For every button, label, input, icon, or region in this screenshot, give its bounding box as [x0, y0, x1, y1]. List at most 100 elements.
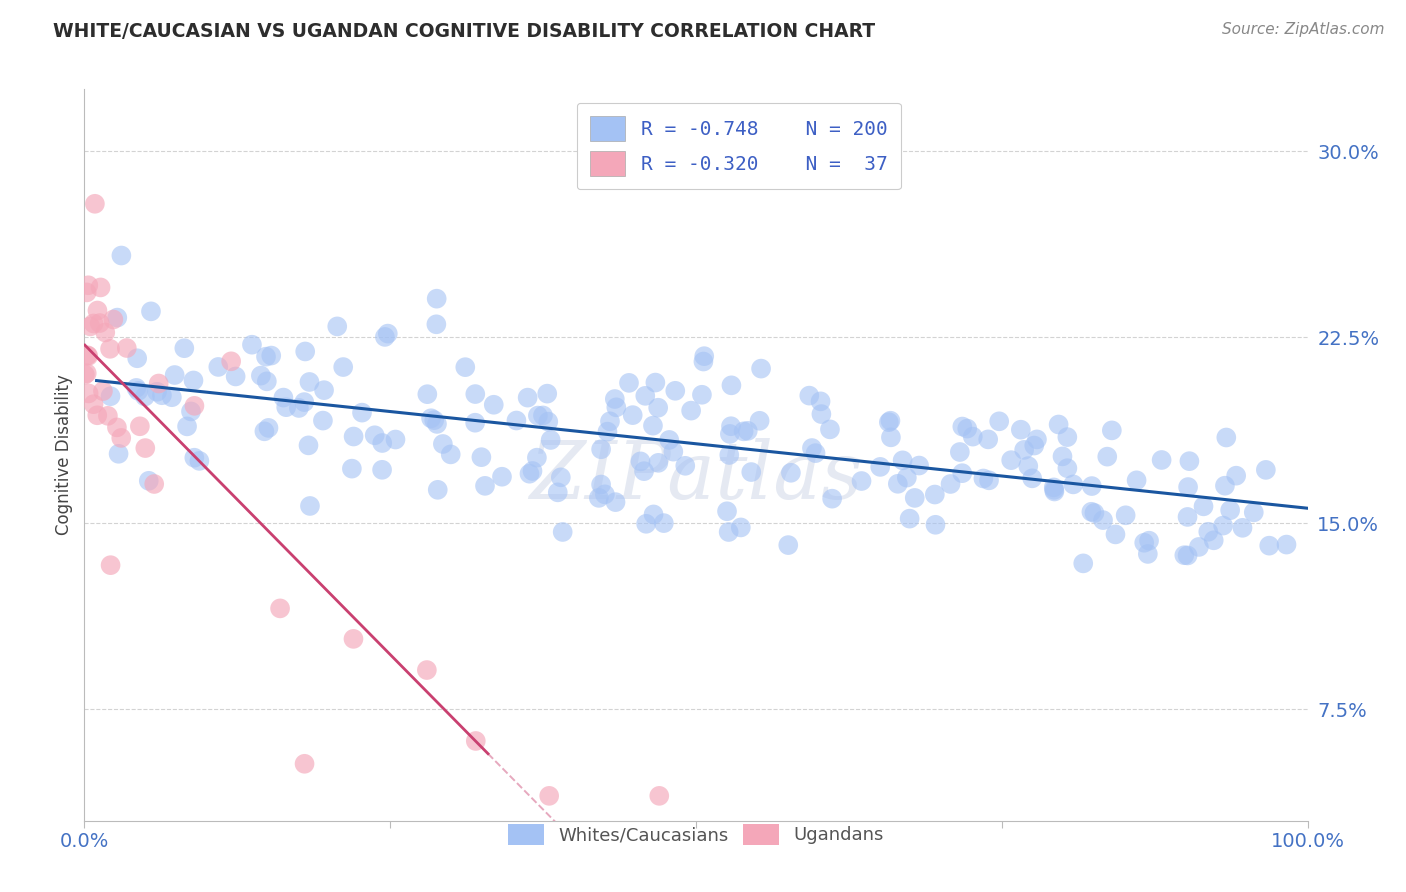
- Point: [426, 292, 449, 306]
- Point: [425, 318, 447, 332]
- Point: [924, 487, 946, 501]
- Point: [605, 401, 627, 415]
- Point: [720, 419, 742, 434]
- Point: [1097, 450, 1119, 464]
- Point: [641, 418, 664, 433]
- Point: [644, 376, 666, 390]
- Point: [77, 278, 100, 293]
- Point: [949, 445, 972, 459]
- Point: [1192, 500, 1215, 514]
- Point: [76, 285, 98, 300]
- Point: [662, 444, 685, 458]
- Point: [377, 326, 399, 341]
- Point: [91, 384, 114, 398]
- Point: [1275, 538, 1298, 552]
- Point: [505, 413, 527, 427]
- Point: [426, 417, 449, 431]
- Point: [879, 414, 901, 428]
- Point: [717, 524, 740, 539]
- Point: [294, 344, 316, 359]
- Point: [904, 491, 927, 505]
- Point: [851, 474, 873, 488]
- Point: [350, 406, 373, 420]
- Point: [115, 341, 138, 355]
- Point: [188, 454, 211, 468]
- Point: [720, 378, 742, 392]
- Point: [332, 359, 354, 374]
- Point: [269, 601, 291, 615]
- Point: [125, 381, 148, 395]
- Point: [1232, 521, 1254, 535]
- Point: [693, 349, 716, 363]
- Point: [482, 398, 505, 412]
- Point: [103, 312, 125, 326]
- Point: [426, 483, 449, 497]
- Point: [454, 360, 477, 375]
- Point: [163, 368, 186, 382]
- Point: [110, 248, 132, 262]
- Point: [1056, 430, 1078, 444]
- Point: [1177, 510, 1199, 524]
- Point: [1254, 463, 1277, 477]
- Point: [143, 477, 166, 491]
- Point: [681, 403, 703, 417]
- Point: [420, 411, 443, 425]
- Point: [240, 337, 263, 351]
- Point: [1026, 433, 1049, 447]
- Point: [160, 390, 183, 404]
- Point: [1081, 479, 1104, 493]
- Point: [173, 341, 195, 355]
- Point: [105, 420, 128, 434]
- Point: [1101, 423, 1123, 437]
- Point: [1042, 480, 1064, 494]
- Point: [1177, 549, 1199, 563]
- Point: [516, 391, 538, 405]
- Point: [470, 450, 492, 465]
- Point: [384, 433, 406, 447]
- Point: [621, 408, 644, 422]
- Point: [810, 407, 832, 421]
- Point: [180, 404, 202, 418]
- Point: [956, 421, 979, 435]
- Point: [800, 441, 823, 455]
- Text: Source: ZipAtlas.com: Source: ZipAtlas.com: [1222, 22, 1385, 37]
- Point: [636, 516, 658, 531]
- Point: [176, 419, 198, 434]
- Point: [896, 470, 918, 484]
- Point: [256, 374, 278, 388]
- Point: [1215, 430, 1237, 444]
- Point: [76, 348, 98, 362]
- Point: [416, 387, 439, 401]
- Point: [298, 499, 321, 513]
- Point: [100, 558, 122, 573]
- Point: [138, 474, 160, 488]
- Point: [1017, 459, 1039, 474]
- Point: [538, 789, 561, 803]
- Point: [342, 632, 364, 646]
- Point: [207, 359, 229, 374]
- Point: [939, 477, 962, 491]
- Point: [962, 429, 984, 443]
- Point: [298, 375, 321, 389]
- Y-axis label: Cognitive Disability: Cognitive Disability: [55, 375, 73, 535]
- Point: [432, 437, 454, 451]
- Point: [810, 394, 832, 409]
- Point: [86, 303, 108, 318]
- Point: [440, 447, 463, 461]
- Point: [1115, 508, 1137, 523]
- Point: [977, 433, 1000, 447]
- Point: [1092, 513, 1115, 527]
- Point: [148, 376, 170, 391]
- Point: [540, 433, 562, 447]
- Point: [83, 397, 105, 411]
- Point: [100, 389, 122, 403]
- Point: [977, 473, 1000, 487]
- Point: [1052, 450, 1074, 464]
- Point: [1012, 442, 1035, 457]
- Point: [464, 387, 486, 401]
- Point: [83, 196, 105, 211]
- Point: [536, 386, 558, 401]
- Point: [617, 376, 640, 390]
- Point: [690, 388, 713, 402]
- Point: [634, 389, 657, 403]
